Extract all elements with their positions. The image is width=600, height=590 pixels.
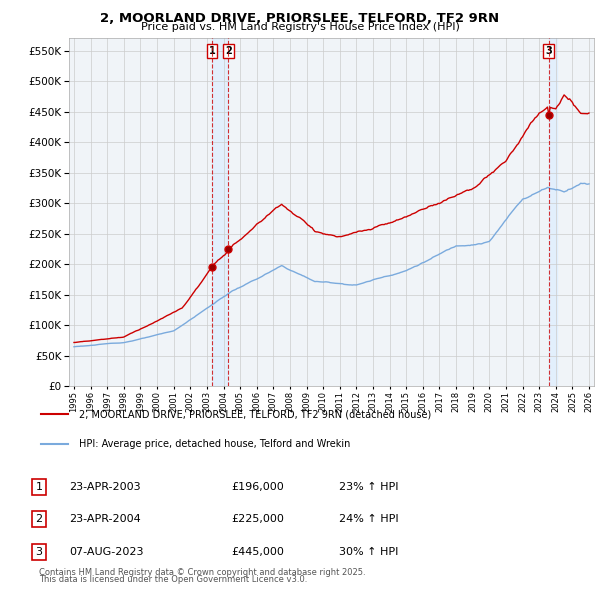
Text: £445,000: £445,000 <box>231 547 284 556</box>
Text: 3: 3 <box>35 547 43 556</box>
Text: 23-APR-2003: 23-APR-2003 <box>69 482 140 491</box>
Text: £225,000: £225,000 <box>231 514 284 524</box>
Text: 24% ↑ HPI: 24% ↑ HPI <box>339 514 398 524</box>
Text: 30% ↑ HPI: 30% ↑ HPI <box>339 547 398 556</box>
Text: 2, MOORLAND DRIVE, PRIORSLEE, TELFORD, TF2 9RN (detached house): 2, MOORLAND DRIVE, PRIORSLEE, TELFORD, T… <box>79 409 431 419</box>
Text: Price paid vs. HM Land Registry's House Price Index (HPI): Price paid vs. HM Land Registry's House … <box>140 22 460 32</box>
Bar <box>549 38 557 386</box>
Text: 1: 1 <box>209 45 215 55</box>
Text: 2, MOORLAND DRIVE, PRIORSLEE, TELFORD, TF2 9RN: 2, MOORLAND DRIVE, PRIORSLEE, TELFORD, T… <box>100 12 500 25</box>
Text: HPI: Average price, detached house, Telford and Wrekin: HPI: Average price, detached house, Telf… <box>79 439 350 449</box>
Text: 2: 2 <box>35 514 43 524</box>
Text: 23% ↑ HPI: 23% ↑ HPI <box>339 482 398 491</box>
Text: £196,000: £196,000 <box>231 482 284 491</box>
Text: 2: 2 <box>225 45 232 55</box>
Text: 3: 3 <box>545 45 552 55</box>
Text: This data is licensed under the Open Government Licence v3.0.: This data is licensed under the Open Gov… <box>39 575 307 584</box>
Text: Contains HM Land Registry data © Crown copyright and database right 2025.: Contains HM Land Registry data © Crown c… <box>39 568 365 577</box>
Text: 1: 1 <box>35 482 43 491</box>
Bar <box>212 38 229 386</box>
Text: 07-AUG-2023: 07-AUG-2023 <box>69 547 143 556</box>
Text: 23-APR-2004: 23-APR-2004 <box>69 514 141 524</box>
